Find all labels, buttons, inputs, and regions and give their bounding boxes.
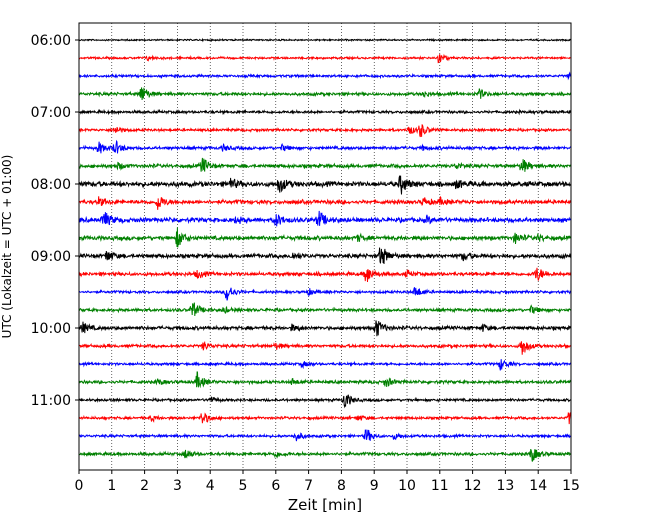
trace-1115	[79, 411, 572, 425]
trace-0730	[78, 139, 572, 154]
y-tick-label: 10:00	[31, 321, 71, 337]
y-tick-label: 06:00	[31, 33, 71, 49]
trace-1000	[78, 320, 572, 337]
trace-1130	[78, 429, 572, 442]
x-tick-label: 11	[431, 478, 449, 494]
seismic-traces	[78, 37, 572, 462]
trace-0845	[78, 227, 572, 248]
trace-0900	[78, 247, 572, 265]
trace-0815	[78, 195, 572, 210]
x-tick-label: 8	[337, 478, 346, 494]
trace-1145	[78, 449, 572, 462]
trace-1030	[78, 359, 572, 371]
x-tick-label: 13	[496, 478, 514, 494]
x-tick-label: 7	[304, 478, 313, 494]
y-tick-label: 07:00	[31, 105, 71, 121]
x-tick-label: 12	[464, 478, 482, 494]
x-axis-label: Zeit [min]	[288, 496, 362, 514]
x-tick-label: 0	[75, 478, 84, 494]
vertical-grid	[111, 23, 539, 470]
trace-1045	[78, 371, 572, 389]
trace-0700	[78, 108, 572, 116]
trace-0800	[78, 175, 572, 195]
x-tick-label: 15	[562, 478, 580, 494]
trace-0915	[78, 267, 572, 283]
x-tick-label: 2	[140, 478, 149, 494]
x-tick-label: 3	[173, 478, 182, 494]
x-tick-label: 1	[107, 478, 116, 494]
y-tick-label: 09:00	[31, 249, 71, 265]
plot-frame	[78, 22, 572, 471]
trace-0630	[78, 71, 572, 81]
trace-0945	[78, 302, 572, 317]
y-axis-label: UTC (Lokalzeit = UTC + 01:00)	[0, 155, 14, 339]
x-tick-label: 6	[271, 478, 280, 494]
x-tick-label: 14	[529, 478, 547, 494]
trace-1100	[78, 394, 572, 409]
x-axis-ticks: 0 1 2 3 4 5 6 7 8 9 10 11 12 13 14 15	[75, 470, 580, 494]
y-tick-label: 11:00	[31, 393, 71, 409]
trace-0600	[78, 37, 572, 43]
x-tick-label: 9	[370, 478, 379, 494]
y-axis-ticks: 06:00 07:00 08:00 09:00 10:00 11:00	[31, 33, 79, 409]
y-tick-label: 08:00	[31, 177, 71, 193]
trace-0930	[78, 287, 572, 301]
x-tick-label: 5	[239, 478, 248, 494]
x-tick-label: 4	[206, 478, 215, 494]
trace-0615	[78, 53, 572, 64]
trace-0745	[78, 157, 572, 172]
trace-0830	[78, 210, 572, 227]
trace-0715	[78, 124, 572, 138]
x-tick-label: 10	[398, 478, 416, 494]
trace-0645	[78, 87, 572, 101]
trace-1015	[78, 340, 572, 355]
